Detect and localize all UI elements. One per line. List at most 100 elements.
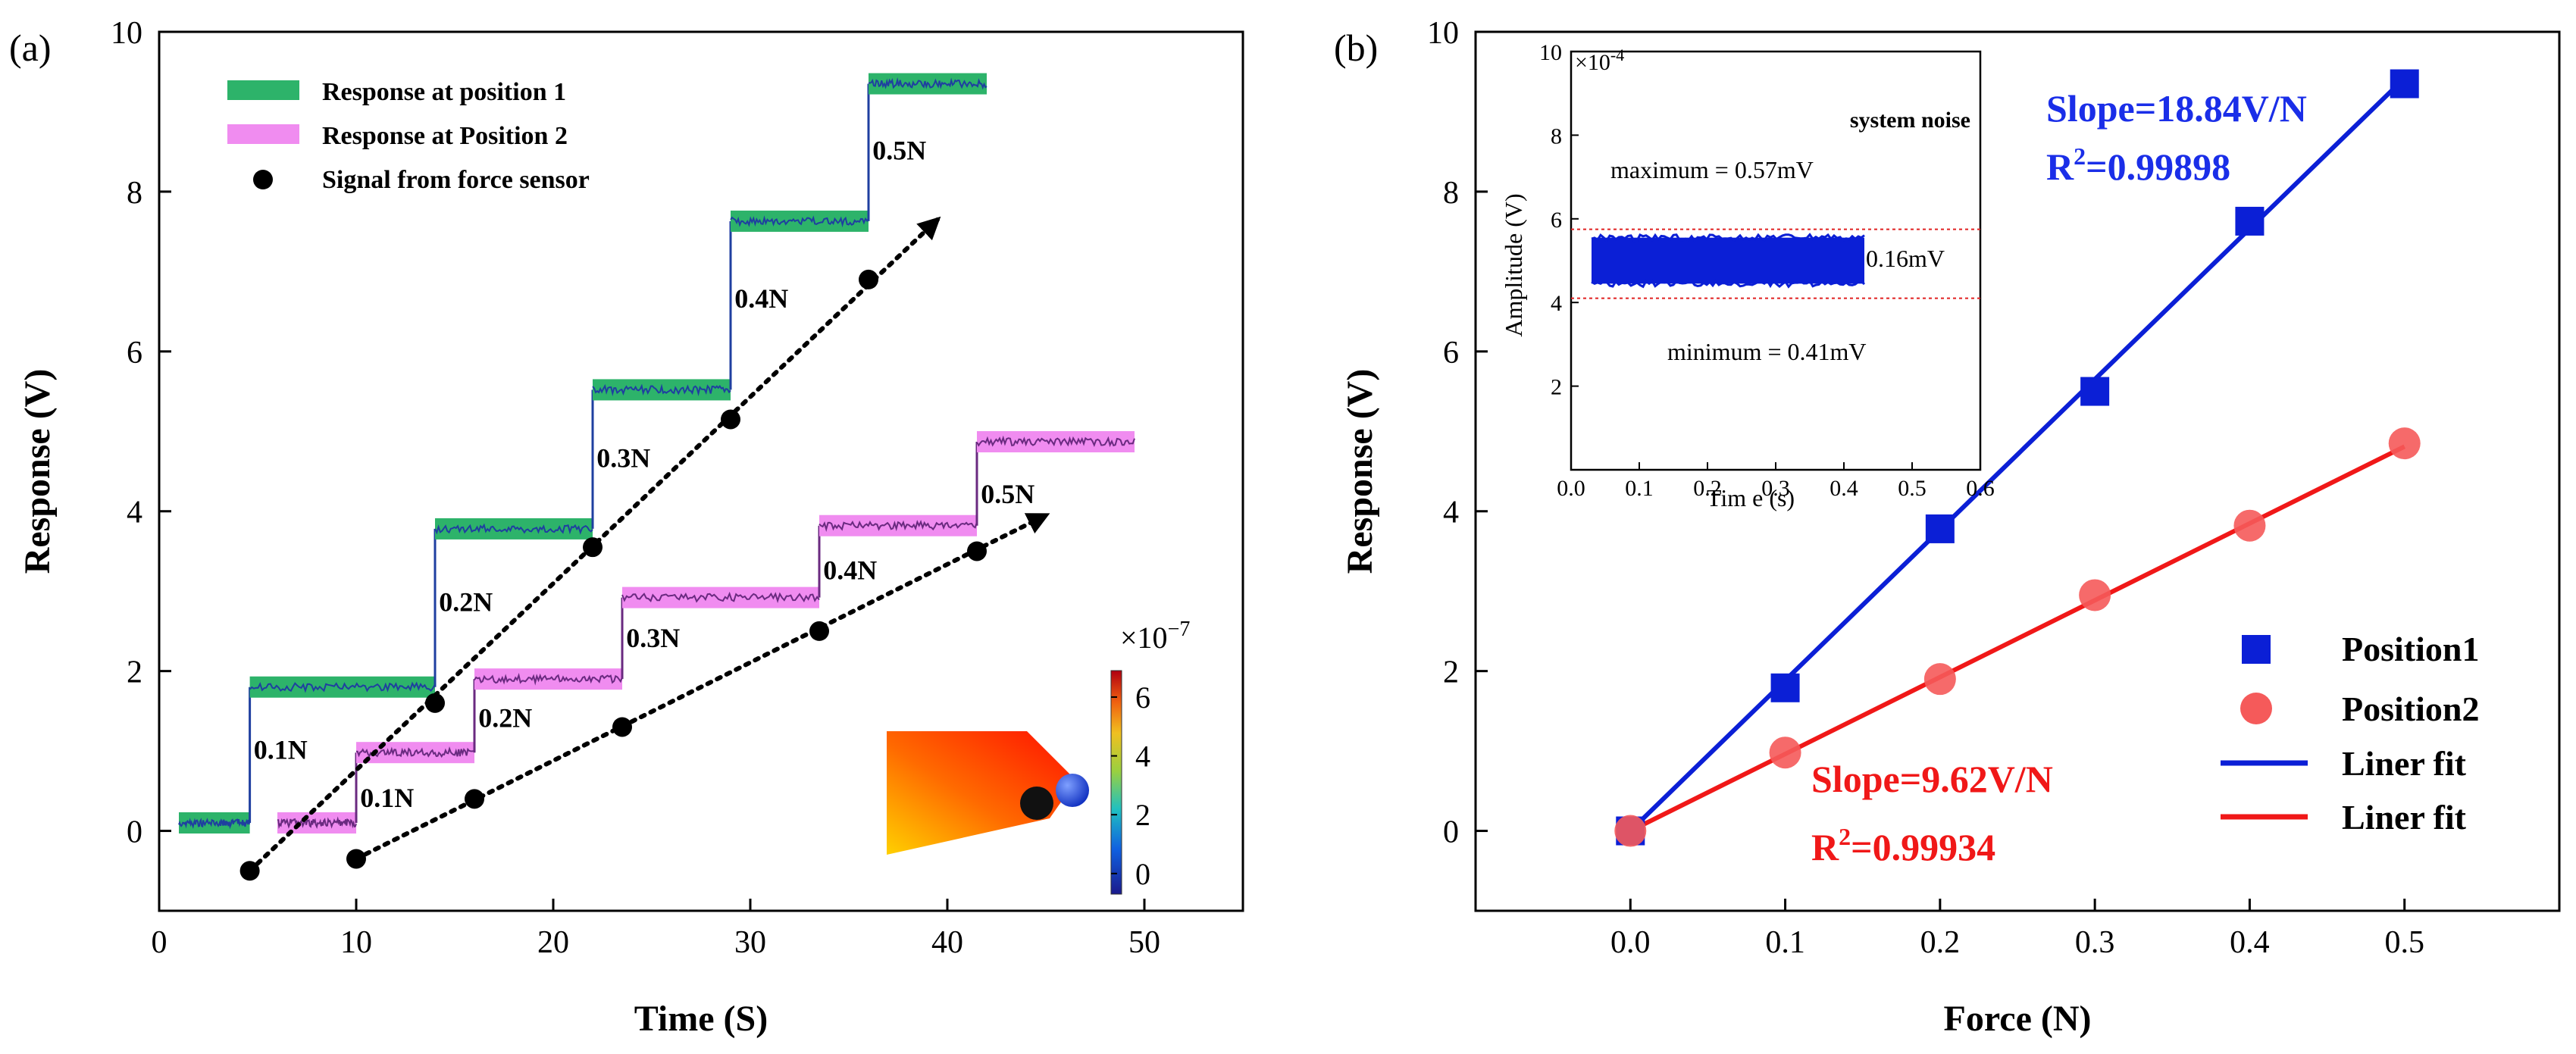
panel-a-x-axis-label: Time (S) [634,999,768,1039]
x-tick-label-b: 0.0 [1610,925,1651,960]
blue-ball-icon [1056,774,1089,807]
panel-a-y-axis-label: Response (V) [17,369,58,574]
slope-label-position1: Slope=18.84V/N [2046,87,2307,130]
inset-x-tick-label: 0.0 [1557,476,1585,501]
colorbar-tick-label: 0 [1135,857,1150,891]
panel-a-step-series [178,73,1135,834]
slope-label-position2: Slope=9.62V/N [1811,758,2053,800]
inset-x-tick-label: 0.4 [1829,476,1858,501]
inset-y-tick-label: 8 [1551,124,1562,149]
panel-b-legend: Position1 Position2 Liner fit Liner fit [2221,630,2479,837]
inset-x-tick-label: 0.2 [1693,476,1722,501]
inset-y-tick-label: 10 [1539,40,1562,65]
y-tick-label-a: 0 [127,815,142,850]
x-tick-label-b: 0.2 [1920,925,1961,960]
panel-a-frame [158,30,1244,912]
fit-label-position2: Slope=9.62V/N R2=0.99934 [1811,758,2053,868]
panel-a-x-ticks: 0 10 20 30 40 50 [152,899,1160,960]
inset-x-tick-label: 0.5 [1898,476,1927,501]
inset-noise-band [1591,233,1866,289]
inset-y-tick-label: 6 [1551,208,1562,233]
step-trace-position-1 [730,215,869,228]
panel-a-force-series [239,216,1050,881]
y-tick-label-a: 8 [127,176,142,211]
position2-point [1923,663,1956,696]
colorbar-exponent: ×10−7 [1120,618,1190,655]
step-trace-position-2 [818,520,978,533]
step-trace-position-1 [434,523,593,535]
x-tick-label-b: 0.3 [2075,925,2115,960]
force-annotation: 0.1N [254,735,308,765]
x-tick-label-b: 0.4 [2230,925,2270,960]
step-trace-position-2 [474,673,623,686]
stress-fan-shape [887,731,1076,855]
inset-y-tick-label: 2 [1551,375,1562,400]
y-tick-label-b: 2 [1443,655,1459,690]
black-ball-icon [1020,787,1053,820]
force-trend-line-1 [247,216,941,874]
force-annotation: 0.3N [626,623,680,653]
legend-label-force-sensor: Signal from force sensor [322,166,590,194]
inset-title: system noise [1850,108,1970,133]
x-tick-label-a: 20 [537,925,569,960]
noise-inset: 0.0 0.1 0.2 0.3 0.4 0.5 0.6 2 4 6 8 10 ×10-4 syste… [1500,40,1995,511]
step-trace-position-1 [178,818,251,830]
colorbar-ticks: 6 4 2 0 [1111,680,1150,891]
panel-b: (b) 0.0 0.1 0.2 0.3 0.4 0.5 0 2 4 6 8 10 Force (N)… [1334,16,2561,1039]
colorbar-tick-label: 2 [1135,798,1150,832]
x-tick-label-a: 0 [152,925,167,960]
fit-line-1 [1629,77,2406,833]
force-sensor-point [612,717,632,737]
position1-point [2080,377,2110,406]
force-sensor-point [346,849,366,869]
inset-min-text: minimum = 0.41mV [1667,338,1867,365]
panel-a-plot-area: 0.1N 0.2N 0.3N 0.4N 0.5N 0.1N 0.2N 0.3N 0.4N 0.5N [158,30,1244,912]
inset-reference-lines [1571,228,1980,299]
force-sensor-point [809,621,829,641]
r2-label-position1: R2=0.99898 [2046,142,2230,188]
panel-b-data-points [1614,69,2421,847]
x-tick-label-a: 30 [734,925,766,960]
force-annotation: 0.5N [981,479,1034,509]
panel-b-frame [1474,30,2561,912]
panel-a-force-annotations: 0.1N 0.2N 0.3N 0.4N 0.5N 0.1N 0.2N 0.3N 0.4N 0.5N [254,136,1034,813]
force-sensor-point [465,789,484,809]
force-annotation: 0.1N [360,783,414,813]
y-tick-label-b: 6 [1443,336,1459,371]
step-trace-position-2 [976,435,1135,448]
legend-label-position-2: Response at Position 2 [322,122,568,150]
colorbar-tick-label: 6 [1135,680,1150,715]
colorbar-tick-label: 4 [1135,740,1150,774]
x-tick-label-b: 0.5 [2384,925,2424,960]
force-annotation: 0.2N [478,702,532,733]
legend-marker-position2 [2240,693,2272,724]
r2-label-position2: R2=0.99934 [1811,823,1995,868]
panel-b-plot-area [1474,30,2561,912]
step-trace-position-2 [277,816,357,830]
y-tick-label-a: 4 [127,496,142,530]
step-band-position-2 [819,514,977,536]
panel-a-legend: Response at position 1 Response at Posit… [227,78,590,194]
colorbar-gradient [1110,670,1122,895]
legend-label-position-1: Response at position 1 [322,78,566,106]
x-tick-label-a: 50 [1128,925,1160,960]
force-annotation: 0.4N [734,283,788,314]
inset-y-tick-label: 4 [1551,291,1562,316]
panel-b-x-axis-label: Force (N) [1944,999,2092,1039]
force-sensor-point [859,269,878,289]
panel-b-x-ticks: 0.0 0.1 0.2 0.3 0.4 0.5 [1610,899,2424,960]
colorbar: ×10−7 6 4 2 0 [1110,618,1190,895]
fit-label-position1: Slope=18.84V/N R2=0.99898 [2046,87,2307,188]
step-trace-position-2 [621,591,820,604]
force-annotation: 0.5N [872,136,926,166]
noise-band-fill [1592,237,1864,284]
legend-marker-force-sensor [253,170,273,189]
legend-marker-position1 [2242,635,2271,664]
panel-b-fit-lines [1629,77,2406,834]
y-tick-label-b: 0 [1443,815,1459,850]
position1-point [1770,673,1800,702]
position2-point [2388,427,2421,460]
position2-point [1614,815,1647,847]
inset-x-tick-label: 0.6 [1966,476,1995,501]
force-annotation: 0.4N [823,555,877,585]
